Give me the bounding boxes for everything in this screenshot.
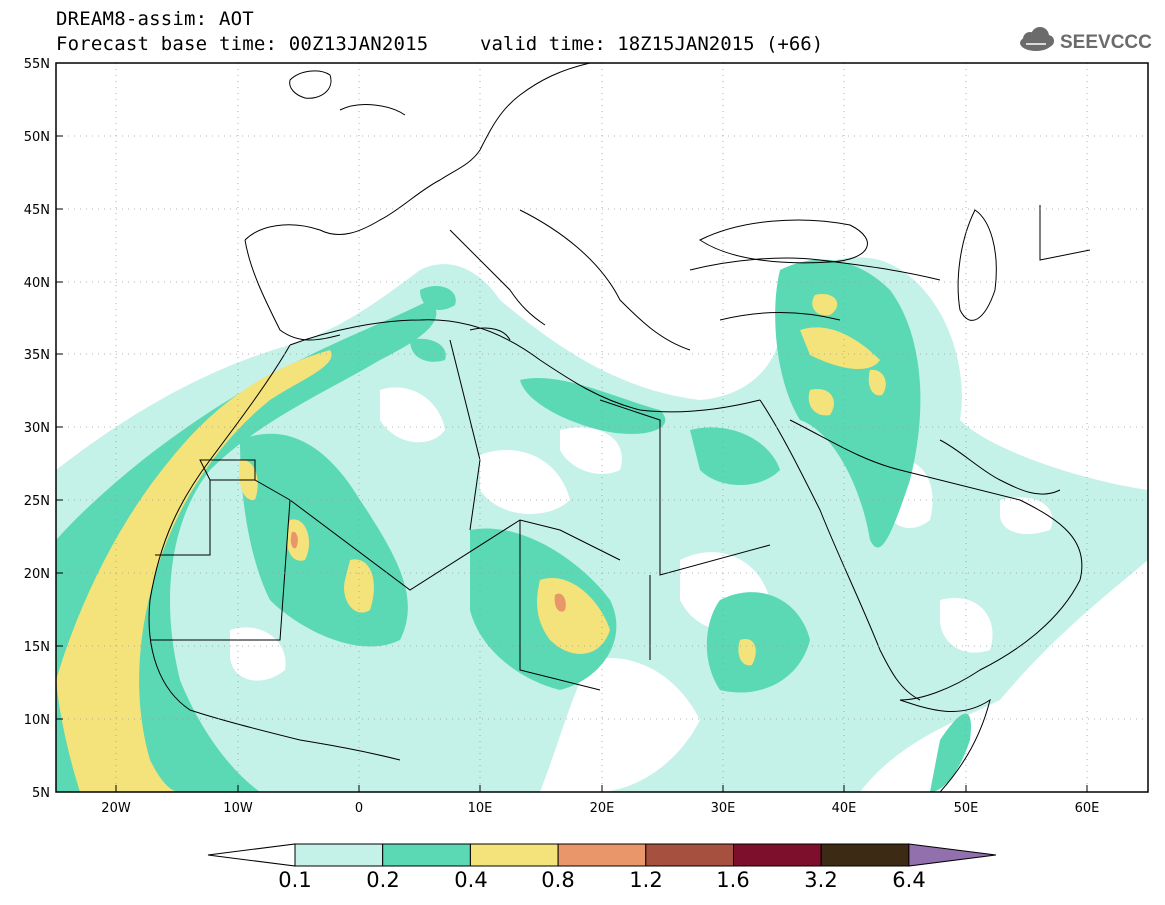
colorbar-label: 1.2 xyxy=(629,868,663,892)
lon-label: 10W xyxy=(223,801,253,816)
colorbar-label: 0.8 xyxy=(541,868,575,892)
seevccc-logo: SEEVCCC xyxy=(1016,24,1156,56)
valid-time: valid time: 18Z15JAN2015 (+66) xyxy=(480,33,824,55)
colorbar-segment xyxy=(733,843,822,867)
axis-ticks xyxy=(56,62,1088,792)
aot-band-0.8 xyxy=(290,531,566,612)
lat-label: 45N xyxy=(24,203,50,218)
lon-label: 30E xyxy=(711,801,736,816)
colorbar-segment xyxy=(645,843,734,867)
coastlines xyxy=(148,63,1091,792)
colorbar-segment xyxy=(294,843,384,867)
colorbar xyxy=(207,843,996,867)
graticule xyxy=(56,63,1148,792)
lon-label: 40E xyxy=(832,801,857,816)
forecast-base-time: Forecast base time: 00Z13JAN2015 xyxy=(56,33,429,55)
lat-label: 55N xyxy=(24,57,50,72)
logo-text: SEEVCCC xyxy=(1060,32,1152,53)
lat-labels: 55N 50N 45N 40N 35N 30N 25N 20N 15N 10N … xyxy=(24,57,50,801)
lon-label: 20E xyxy=(590,801,615,816)
colorbar-label: 6.4 xyxy=(892,868,926,892)
lat-label: 5N xyxy=(32,786,50,801)
lat-label: 25N xyxy=(24,494,50,509)
lon-label: 10E xyxy=(468,801,493,816)
colorbar-label: 1.6 xyxy=(716,868,750,892)
lat-label: 20N xyxy=(24,567,50,582)
aot-contours xyxy=(56,257,1148,792)
lat-label: 40N xyxy=(24,276,50,291)
aot-band-clear xyxy=(230,387,1053,792)
colorbar-label: 0.1 xyxy=(278,868,312,892)
map-title: DREAM8-assim: AOT xyxy=(56,8,254,30)
colorbar-label: 3.2 xyxy=(804,868,838,892)
colorbar-segment xyxy=(469,843,559,867)
lon-label: 60E xyxy=(1075,801,1100,816)
colorbar-segment xyxy=(382,843,471,867)
colorbar-label: 0.2 xyxy=(366,868,400,892)
lat-label: 10N xyxy=(24,713,50,728)
lat-label: 30N xyxy=(24,421,50,436)
lon-label: 50E xyxy=(954,801,979,816)
colorbar-segment xyxy=(557,843,647,867)
lon-label: 0 xyxy=(355,801,363,816)
lon-label: 20W xyxy=(101,801,131,816)
lat-label: 15N xyxy=(24,640,50,655)
colorbar-segment xyxy=(820,843,910,867)
lat-label: 50N xyxy=(24,130,50,145)
lat-label: 35N xyxy=(24,348,50,363)
colorbar-arrow-high xyxy=(908,843,996,867)
lon-labels: 20W 10W 0 10E 20E 30E 40E 50E 60E xyxy=(101,801,1099,816)
colorbar-arrow-low xyxy=(207,843,296,867)
colorbar-label: 0.4 xyxy=(454,868,488,892)
